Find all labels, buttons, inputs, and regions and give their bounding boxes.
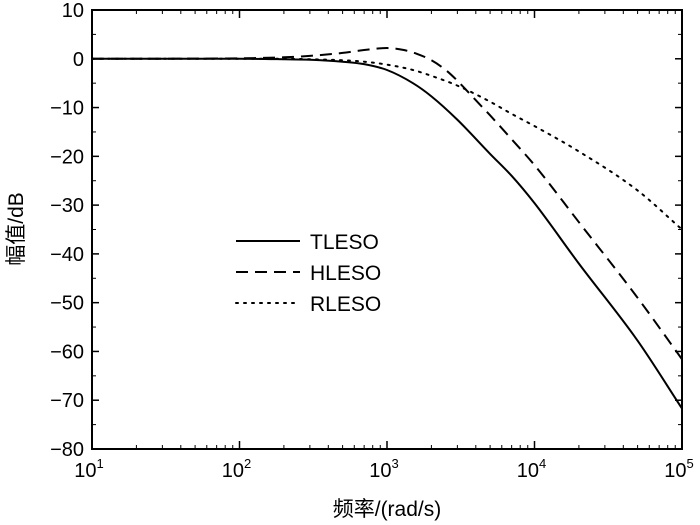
legend-label-rleso: RLESO: [310, 293, 381, 316]
y-tick-label: −70: [50, 390, 84, 412]
series-layer: [91, 47, 683, 410]
y-tick-label: −60: [50, 341, 84, 363]
series-line-tleso: [92, 57, 683, 410]
y-tick-label: 10: [62, 0, 84, 22]
y-tick-label: −50: [50, 293, 84, 315]
legend: TLESO HLESO RLESO: [235, 231, 381, 316]
series-line-rleso: [91, 57, 683, 231]
y-tick-label: −40: [50, 244, 84, 266]
y-tick-label: −20: [50, 146, 84, 168]
plot-frame: [91, 9, 683, 450]
y-axis-title: 幅值/dB: [5, 192, 28, 266]
x-tick-label: 101: [74, 456, 103, 482]
x-axis-title: 频率/(rad/s): [333, 498, 442, 521]
x-tick-label: 103: [369, 456, 398, 482]
x-tick-label: 102: [222, 456, 251, 482]
y-tick-label: −80: [50, 439, 84, 461]
x-tick-label: 105: [664, 456, 693, 482]
legend-label-hleso: HLESO: [310, 262, 381, 285]
series-line-hleso: [91, 47, 683, 360]
legend-label-tleso: TLESO: [310, 231, 379, 254]
y-tick-label: −10: [50, 98, 84, 120]
x-tick-label: 104: [517, 456, 546, 482]
y-tick-label: 0: [73, 49, 84, 71]
y-tick-label: −30: [50, 195, 84, 217]
